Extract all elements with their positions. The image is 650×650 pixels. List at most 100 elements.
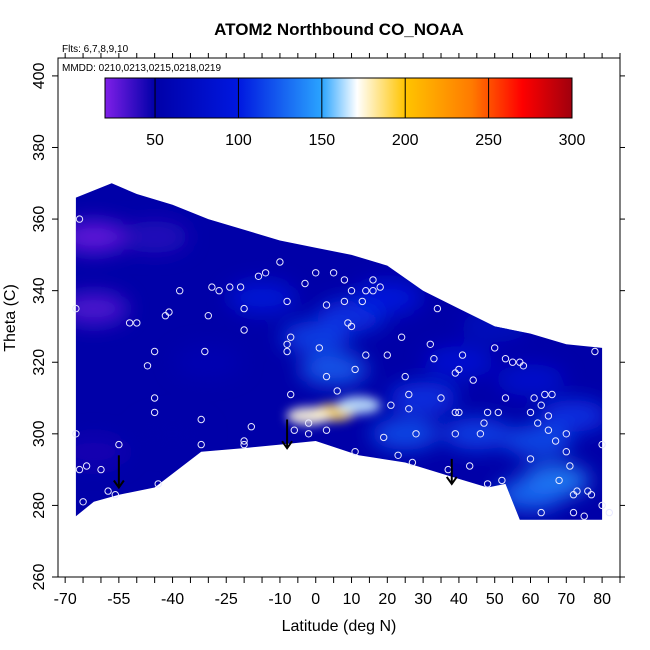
colorbar: 50 100 150 200 250 300	[104, 77, 586, 149]
sample-point	[197, 415, 205, 424]
sample-point	[458, 351, 467, 359]
sample-point	[526, 455, 535, 463]
field-hotspot	[120, 221, 189, 253]
sample-point	[322, 426, 331, 434]
sample-point	[508, 358, 517, 366]
sample-point	[201, 347, 209, 356]
sample-point	[397, 333, 406, 341]
y-tick-label: 300	[31, 420, 48, 447]
sample-point	[340, 276, 349, 284]
sample-point	[437, 394, 445, 402]
arrow	[113, 455, 125, 490]
sample-point	[480, 419, 488, 427]
field-hotspot	[138, 417, 207, 450]
x-tick-label: -70	[54, 591, 77, 608]
y-tick-label: 400	[31, 62, 48, 89]
sample-point	[519, 362, 528, 370]
sample-point	[573, 487, 581, 495]
field-hotspot	[496, 478, 565, 511]
sample-point	[75, 465, 84, 474]
sample-point	[75, 215, 84, 223]
sample-point	[347, 322, 356, 331]
sample-point	[283, 340, 291, 348]
sample-points	[72, 215, 613, 520]
sample-point	[451, 408, 459, 417]
sample-point	[387, 401, 395, 409]
sample-point	[401, 372, 409, 381]
sample-point	[455, 408, 463, 417]
arrows	[113, 419, 458, 490]
colorbar-tick-label: 50	[146, 132, 164, 149]
sample-point	[322, 301, 331, 309]
sample-point	[580, 512, 588, 520]
sample-point	[290, 426, 298, 434]
field-hotspot	[539, 399, 603, 432]
sample-point	[598, 501, 606, 510]
sample-point	[111, 491, 120, 499]
sample-point	[204, 312, 213, 320]
x-tick-label: 70	[557, 591, 575, 608]
x-tick-label: 10	[343, 591, 361, 608]
sample-point	[176, 287, 184, 295]
co-field	[75, 183, 603, 520]
sample-point	[544, 426, 553, 434]
sample-point	[287, 333, 295, 341]
sample-point	[72, 430, 80, 438]
sample-point	[104, 487, 112, 495]
sample-point	[304, 430, 313, 438]
x-tick-label: 20	[378, 591, 396, 608]
sample-point	[569, 508, 578, 517]
sample-point	[501, 355, 510, 363]
sample-point	[394, 451, 402, 459]
sample-point	[498, 476, 506, 485]
x-tick-label: -55	[107, 591, 130, 608]
sample-point	[534, 419, 542, 427]
sample-point	[312, 269, 320, 277]
sample-point	[347, 287, 356, 295]
sample-point	[598, 440, 606, 449]
sample-point	[79, 498, 87, 506]
sample-point	[483, 408, 492, 417]
y-tick-label: 280	[31, 492, 48, 519]
sample-point	[247, 423, 256, 431]
colorbar-gradient	[104, 77, 573, 119]
sample-point	[240, 437, 248, 445]
x-tick-label: 50	[486, 591, 504, 608]
sample-point	[430, 355, 438, 363]
field-hotspot	[460, 310, 529, 343]
field-hotspot	[281, 321, 350, 354]
sample-point	[236, 283, 245, 291]
sample-point	[566, 462, 574, 470]
sample-point	[537, 401, 545, 409]
field-hotspot	[371, 417, 440, 450]
sample-point	[150, 347, 159, 356]
sample-point	[283, 297, 291, 306]
field-hotspot	[228, 281, 296, 314]
sample-point	[301, 279, 309, 288]
colorbar-tick-label: 200	[392, 132, 419, 149]
plot-frame	[57, 57, 621, 578]
sample-point	[541, 390, 549, 399]
y-axis: 260 280 300 320 340 360 380 400	[31, 62, 625, 590]
sample-point	[466, 462, 474, 470]
field-hotspot	[496, 364, 565, 397]
sample-point	[226, 283, 234, 291]
sample-point	[455, 365, 463, 374]
sample-point	[605, 508, 613, 517]
sample-point	[329, 269, 338, 277]
x-axis: -70 -55 -40 -25 -10 0 10 20 30 40 50 60 70 80	[54, 53, 621, 608]
field-hotspot	[75, 292, 128, 325]
x-axis-label: Latitude (deg N)	[282, 618, 397, 635]
sample-point	[165, 308, 173, 316]
sample-point	[240, 440, 248, 449]
sample-point	[412, 430, 420, 438]
field-hotspot	[299, 353, 368, 386]
sample-point	[283, 347, 291, 356]
sample-point	[287, 390, 295, 399]
sample-point	[304, 419, 313, 427]
sample-point	[115, 440, 123, 449]
colorbar-tick-label: 300	[559, 132, 586, 149]
field-hotspot	[336, 396, 381, 415]
sample-point	[362, 351, 370, 359]
chart-title: ATOM2 Northbound CO_NOAA	[214, 20, 464, 39]
